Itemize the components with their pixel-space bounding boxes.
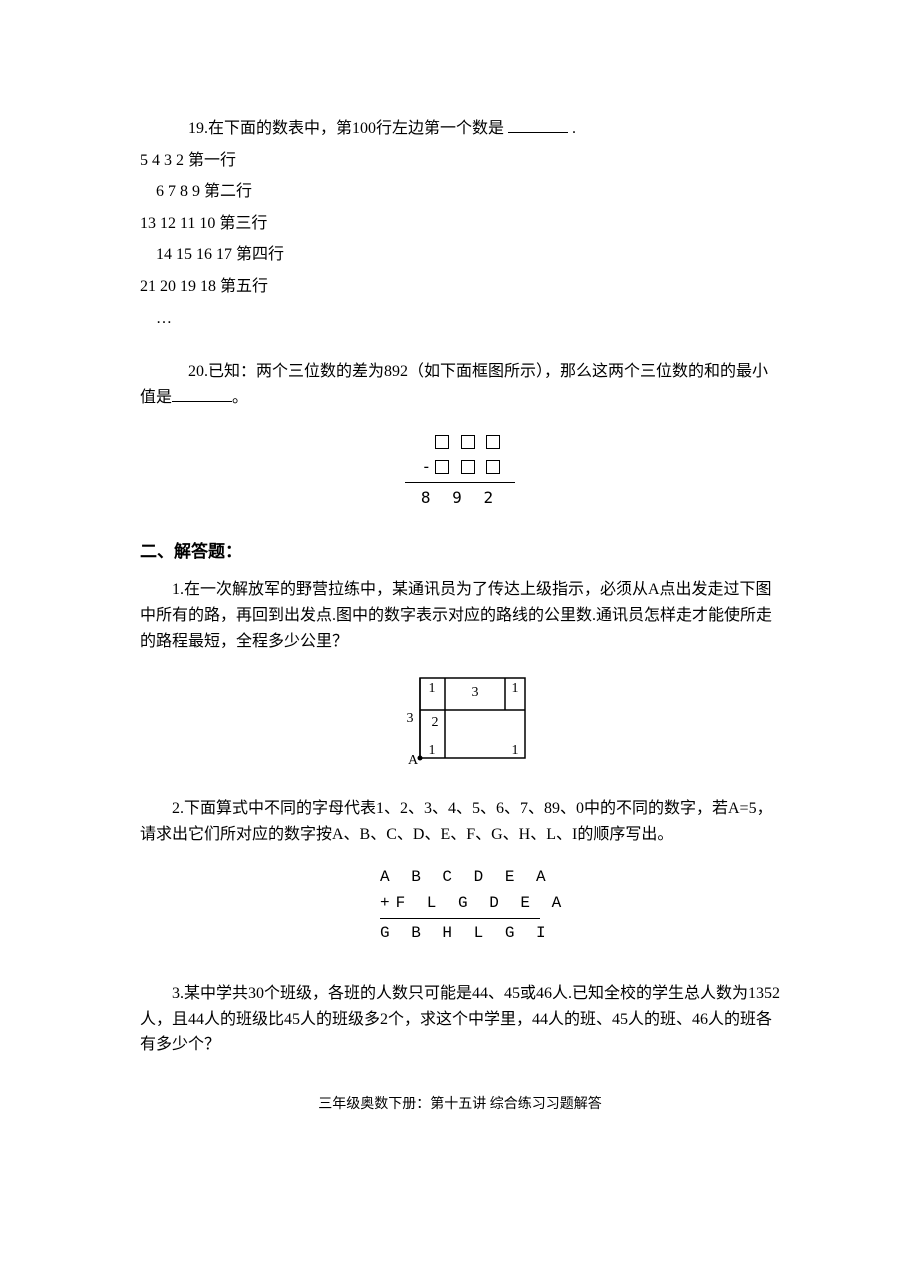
p1-diagram: 1 3 1 2 3 1 1 A <box>375 668 545 778</box>
p2-addition: A B C D E A +F L G D E A G B H L G I <box>380 865 540 947</box>
q20-subtraction: - 8 9 2 <box>405 428 515 510</box>
label-a: A <box>408 753 419 768</box>
p2-text: 2.下面算式中不同的字母代表1、2、3、4、5、6、7、89、0中的不同的数字，… <box>140 796 780 847</box>
q19-text-pre: 19.在下面的数表中，第100行左边第一个数是 <box>188 120 504 137</box>
p1-text: 1.在一次解放军的野营拉练中，某通讯员为了传达上级指示，必须从A点出发走过下图中… <box>140 577 780 654</box>
digit-box-icon <box>486 460 500 474</box>
q19-row2: 6 7 8 9 第二行 <box>140 179 780 205</box>
add-line2: +F L G D E A <box>380 891 540 917</box>
route-diagram-icon: 1 3 1 2 3 1 1 A <box>375 668 545 778</box>
q19-row1: 5 4 3 2 第一行 <box>140 148 780 174</box>
digit-box-icon <box>461 435 475 449</box>
num-top-mid: 3 <box>472 685 479 700</box>
digit-box-icon <box>435 460 449 474</box>
sub-minus: - <box>405 454 515 480</box>
page: 19.在下面的数表中，第100行左边第一个数是 . 5 4 3 2 第一行 6 … <box>0 0 920 1176</box>
p3-text: 3.某中学共30个班级，各班的人数只可能是44、45或46人.已知全校的学生总人… <box>140 981 780 1058</box>
sub-top <box>405 428 515 454</box>
num-top-right: 1 <box>512 681 519 696</box>
q20-text-b: 。 <box>232 389 248 406</box>
q19-blank <box>508 116 568 133</box>
q19-row4: 14 15 16 17 第四行 <box>140 242 780 268</box>
add-result: G B H L G I <box>380 918 540 947</box>
q19-row6: … <box>140 306 780 332</box>
num-top-left: 1 <box>429 681 436 696</box>
q20-stem: 20.已知：两个三位数的差为892（如下面框图所示），那么这两个三位数的和的最小… <box>140 359 780 410</box>
q19-stem: 19.在下面的数表中，第100行左边第一个数是 . <box>140 116 780 142</box>
point-a-dot <box>418 756 423 761</box>
digit-box-icon <box>461 460 475 474</box>
digit-box-icon <box>486 435 500 449</box>
add-line1: A B C D E A <box>380 865 540 891</box>
page-footer: 三年级奥数下册：第十五讲 综合练习习题解答 <box>140 1094 780 1116</box>
num-mid-left: 2 <box>432 715 439 730</box>
num-bottom-left: 1 <box>429 743 436 758</box>
num-bottom-right: 1 <box>512 743 519 758</box>
q19-row5: 21 20 19 18 第五行 <box>140 274 780 300</box>
sub-result: 8 9 2 <box>405 482 515 511</box>
section2-heading: 二、解答题： <box>140 538 780 565</box>
num-left-outer: 3 <box>407 711 414 726</box>
digit-box-icon <box>435 435 449 449</box>
q20-blank <box>172 385 232 402</box>
q19-row3: 13 12 11 10 第三行 <box>140 211 780 237</box>
q19-text-post: . <box>572 120 576 137</box>
